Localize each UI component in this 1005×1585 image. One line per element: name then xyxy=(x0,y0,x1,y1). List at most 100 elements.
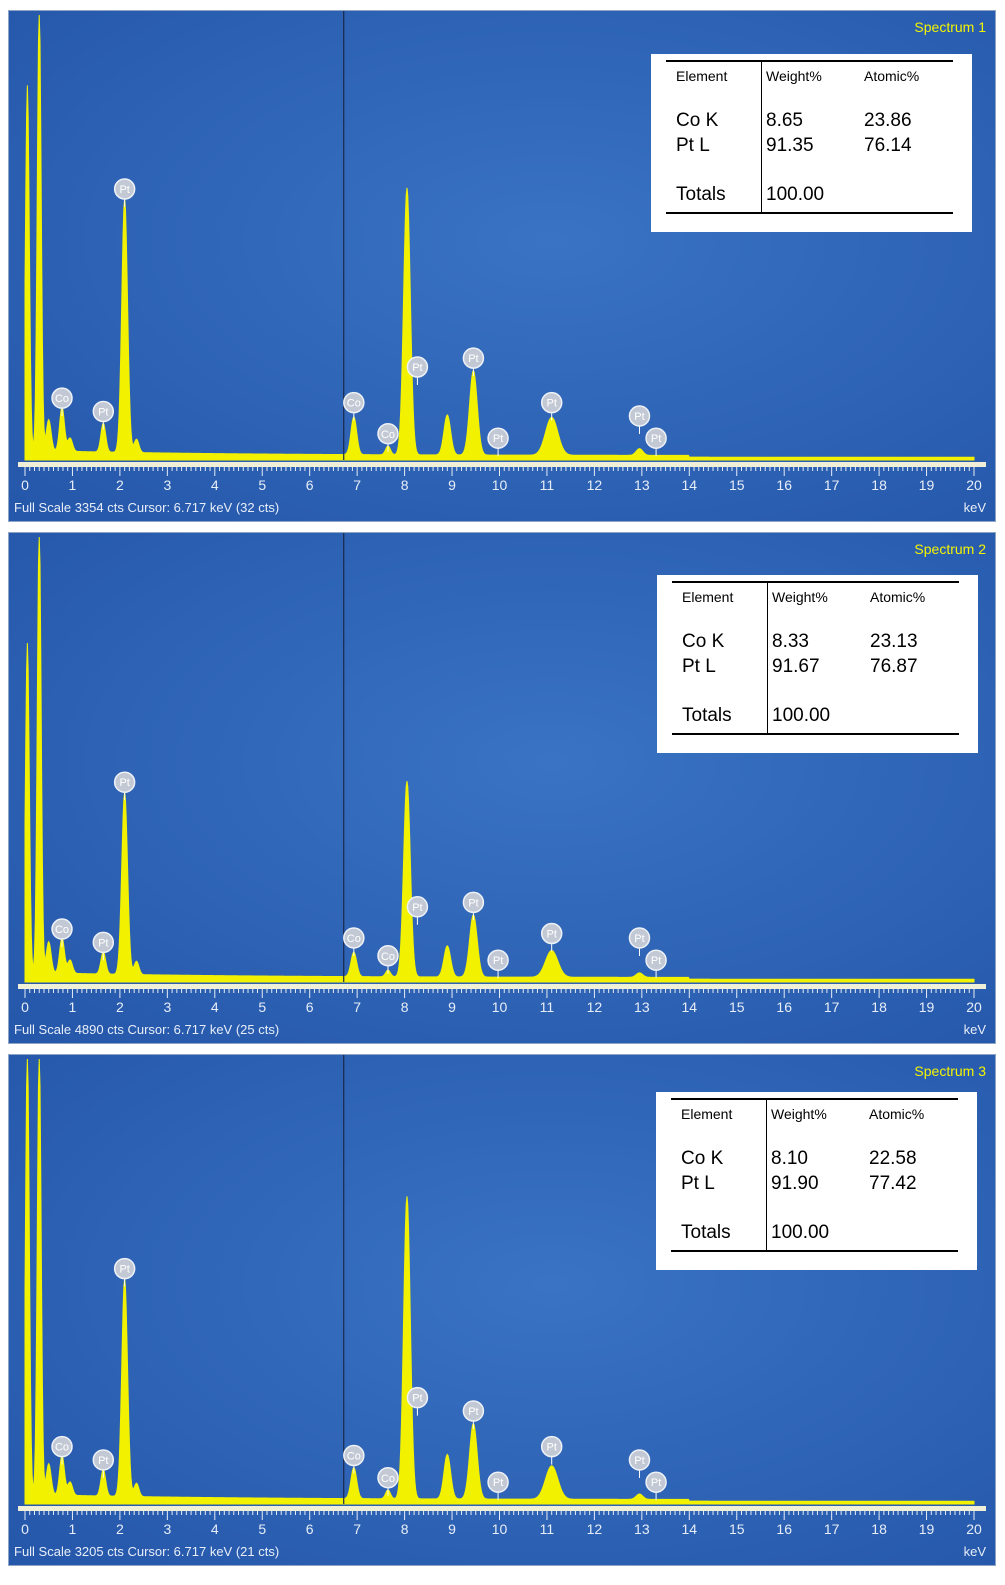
element-marker[interactable] xyxy=(628,927,651,949)
table-divider xyxy=(766,1100,767,1250)
axis-bar xyxy=(18,984,986,989)
element-marker-label: Co xyxy=(347,933,361,945)
full-scale-readout: Full Scale 3354 cts Cursor: 6.717 keV (3… xyxy=(14,500,280,515)
axis-tick-label: 8 xyxy=(401,477,409,493)
element-marker[interactable] xyxy=(645,1471,667,1493)
axis-tick-label: 16 xyxy=(776,477,792,493)
cell-element: Pt L xyxy=(682,656,716,677)
composition-table: Element Weight% Atomic% Co K 8.33 23.13 Pt L 91… xyxy=(657,575,978,753)
element-marker[interactable] xyxy=(462,1400,485,1422)
element-marker[interactable] xyxy=(343,1444,365,1467)
axis-tick-label: 3 xyxy=(163,477,171,493)
element-marker-label: Pt xyxy=(546,929,556,941)
element-marker[interactable] xyxy=(540,391,563,414)
axis-tick-label: 5 xyxy=(258,999,266,1015)
axis-tick-label: 17 xyxy=(824,477,840,493)
header-element: Element xyxy=(682,589,734,605)
cell-weight: 8.33 xyxy=(772,631,809,652)
axis-tick-label: 13 xyxy=(634,999,650,1015)
element-marker-label: Pt xyxy=(119,1264,129,1276)
element-marker-label: Co xyxy=(381,429,395,441)
totals-value: 100.00 xyxy=(771,1222,830,1243)
element-marker-label: Pt xyxy=(119,184,129,196)
header-atomic: Atomic% xyxy=(870,589,926,605)
element-marker-label: Co xyxy=(347,1451,361,1463)
element-marker[interactable] xyxy=(462,891,485,914)
axis-tick-label: 3 xyxy=(163,999,171,1015)
element-marker-label: Co xyxy=(55,1442,69,1454)
element-marker[interactable] xyxy=(645,427,667,449)
element-marker[interactable] xyxy=(540,1435,563,1458)
axis-tick-label: 12 xyxy=(587,1521,603,1537)
element-marker[interactable] xyxy=(377,423,399,445)
axis-tick-label: 14 xyxy=(682,477,698,493)
axis-tick-label: 6 xyxy=(306,999,314,1015)
cell-element: Co K xyxy=(681,1148,724,1169)
totals-label: Totals xyxy=(676,184,726,205)
header-weight: Weight% xyxy=(766,68,822,84)
element-marker[interactable] xyxy=(343,391,365,414)
axis-tick-label: 5 xyxy=(258,1521,266,1537)
axis-tick-label: 2 xyxy=(116,477,124,493)
element-marker[interactable] xyxy=(487,949,509,971)
axis-tick-label: 18 xyxy=(871,1521,887,1537)
element-marker[interactable] xyxy=(92,1449,115,1471)
axis-tick-label: 2 xyxy=(116,999,124,1015)
axis-tick-label: 18 xyxy=(871,477,887,493)
element-marker[interactable] xyxy=(377,1467,399,1489)
spectrum-title: Spectrum 1 xyxy=(914,19,986,35)
element-marker-label: Pt xyxy=(98,937,108,949)
element-marker[interactable] xyxy=(92,400,115,423)
element-marker-label: Pt xyxy=(493,955,503,967)
spectrum-title: Spectrum 2 xyxy=(914,541,986,557)
element-marker[interactable] xyxy=(406,1386,429,1409)
element-marker[interactable] xyxy=(92,931,115,954)
spectrum-panel-3: Pt Co Pt Co Co Pt Pt Pt Pt Pt Pt 0 1 2 3 4 5 6 7 8 9 10 11 12 13… xyxy=(8,1054,996,1566)
element-marker[interactable] xyxy=(628,405,651,427)
element-marker[interactable] xyxy=(628,1449,651,1471)
header-weight: Weight% xyxy=(772,589,828,605)
axis-tick-label: 19 xyxy=(919,1521,935,1537)
element-marker[interactable] xyxy=(113,1257,136,1280)
element-marker[interactable] xyxy=(113,178,136,200)
element-marker[interactable] xyxy=(645,949,667,971)
totals-value: 100.00 xyxy=(766,184,825,205)
element-marker[interactable] xyxy=(487,1471,509,1493)
axis-tick-label: 16 xyxy=(776,1521,792,1537)
axis-tick-label: 15 xyxy=(729,1521,745,1537)
element-marker-label: Pt xyxy=(493,1477,503,1489)
element-marker[interactable] xyxy=(406,356,429,378)
element-marker[interactable] xyxy=(377,945,399,967)
element-marker-label: Pt xyxy=(119,777,129,789)
axis-tick-label: 7 xyxy=(353,999,361,1015)
spectrum-area xyxy=(24,536,975,983)
cell-atomic: 23.13 xyxy=(870,631,918,652)
header-element: Element xyxy=(681,1106,733,1122)
axis-tick-label: 8 xyxy=(401,999,409,1015)
element-marker[interactable] xyxy=(51,918,73,940)
element-marker[interactable] xyxy=(462,347,485,369)
cell-weight: 91.35 xyxy=(766,135,814,156)
element-marker[interactable] xyxy=(487,427,509,449)
axis-tick-label: 19 xyxy=(919,477,935,493)
axis-unit-label: keV xyxy=(963,1544,986,1559)
element-marker[interactable] xyxy=(113,771,136,793)
element-marker[interactable] xyxy=(343,927,365,949)
element-marker-label: Pt xyxy=(412,902,422,914)
axis-tick-label: 20 xyxy=(966,1521,982,1537)
table-divider xyxy=(761,62,762,212)
axis-tick-label: 11 xyxy=(540,999,555,1015)
panel-border xyxy=(8,10,996,522)
element-marker-label: Co xyxy=(381,951,395,963)
element-marker[interactable] xyxy=(540,922,563,945)
axis-tick-label: 13 xyxy=(634,1521,650,1537)
element-marker[interactable] xyxy=(51,387,73,409)
element-marker[interactable] xyxy=(51,1435,73,1458)
axis-tick-label: 15 xyxy=(729,477,745,493)
spectrum-title: Spectrum 3 xyxy=(914,1063,986,1079)
panel-border xyxy=(8,532,996,1044)
spectrum-area xyxy=(24,1058,975,1505)
element-marker[interactable] xyxy=(406,896,429,918)
element-marker-label: Co xyxy=(55,393,69,405)
